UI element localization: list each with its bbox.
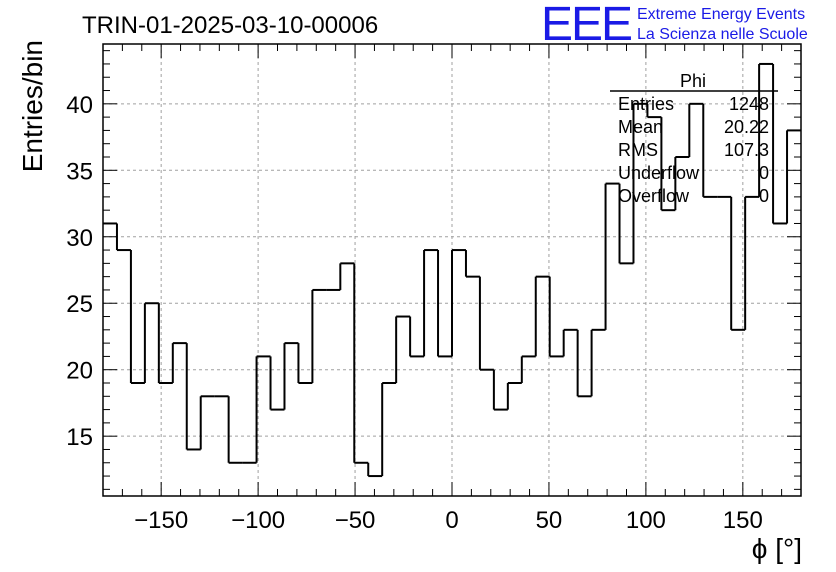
chart-title: TRIN-01-2025-03-10-00006: [82, 12, 378, 39]
y-axis-label: Entries/bin: [17, 40, 48, 172]
y-tick-label: 35: [66, 158, 93, 185]
stats-label-underflow: Underflow: [618, 163, 700, 183]
y-tick-label: 25: [66, 291, 93, 318]
logo-line-2: La Scienza nelle Scuole: [637, 26, 808, 43]
y-tick-label: 30: [66, 225, 93, 252]
axis-ticks: [102, 44, 802, 496]
x-tick-label: 150: [723, 507, 763, 534]
x-tick-label: −50: [335, 507, 376, 534]
x-tick-label: 50: [536, 507, 563, 534]
x-tick-label: −100: [231, 507, 285, 534]
stats-title: Phi: [680, 71, 706, 91]
stats-label-rms: RMS: [618, 140, 658, 160]
x-tick-label: 0: [445, 507, 458, 534]
logo-mark: EEE: [541, 0, 631, 51]
tick-labels: −150 −100 −50 0 50 100 150 15 20 25 30 35 40: [66, 92, 763, 534]
y-tick-label: 40: [66, 92, 93, 119]
stats-label-overflow: Overflow: [618, 186, 690, 206]
stats-box: Phi Entries 1248 Mean 20.22 RMS 107.3 Un…: [610, 71, 778, 206]
stats-value-entries: 1248: [729, 94, 769, 114]
y-tick-label: 15: [66, 424, 93, 451]
stats-value-overflow: 0: [759, 186, 769, 206]
stats-value-underflow: 0: [759, 163, 769, 183]
plot-frame: [102, 43, 802, 497]
x-tick-label: −150: [134, 507, 188, 534]
stats-label-mean: Mean: [618, 117, 663, 137]
eee-logo: EEE Extreme Energy Events La Scienza nel…: [541, 0, 808, 51]
stats-value-rms: 107.3: [724, 140, 769, 160]
stats-value-mean: 20.22: [724, 117, 769, 137]
x-axis-label: ϕ [°]: [752, 533, 802, 564]
stats-label-entries: Entries: [618, 94, 674, 114]
x-tick-label: 100: [626, 507, 666, 534]
logo-line-1: Extreme Energy Events: [637, 6, 805, 23]
y-tick-label: 20: [66, 358, 93, 385]
histogram-series: [103, 62, 801, 478]
